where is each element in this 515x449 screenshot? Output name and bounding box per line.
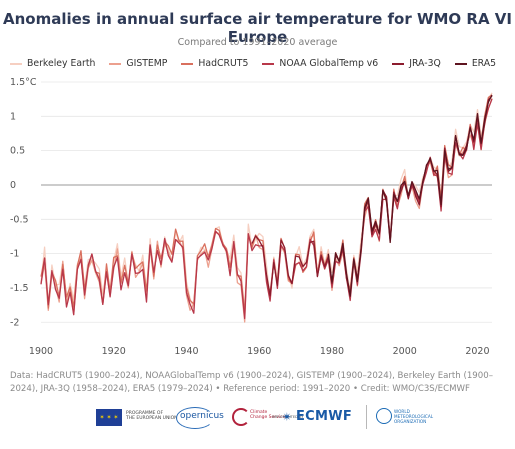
y-tick-label: 0	[10, 180, 16, 191]
legend-label: NOAA GlobalTemp v6	[279, 58, 379, 69]
legend: Berkeley Earth GISTEMP HadCRUT5 NOAA Global…	[10, 58, 496, 69]
y-tick-label: -1.5	[10, 283, 29, 294]
ecmwf-implemented-label: IMPLEMENTED BY	[272, 415, 304, 419]
copernicus-ring-icon	[176, 407, 214, 429]
wmo-globe-icon	[376, 408, 392, 424]
x-tick-label: 1940	[174, 346, 198, 357]
x-tick-label: 2000	[393, 346, 417, 357]
legend-swatch	[392, 62, 405, 65]
chart-title: Anomalies in annual surface air temperat…	[3, 10, 512, 46]
legend-swatch	[454, 62, 467, 65]
x-tick-label: 1960	[247, 346, 271, 357]
legend-swatch	[10, 62, 22, 65]
wmo-label: WORLD METEOROLOGICAL ORGANIZATION	[394, 409, 434, 424]
ecmwf-logo: ECMWF	[296, 409, 353, 424]
legend-label: GISTEMP	[126, 58, 168, 69]
x-tick-label: 2020	[465, 346, 489, 357]
legend-label: ERA5	[471, 58, 497, 69]
y-tick-label: -0.5	[10, 214, 29, 225]
legend-item: HadCRUT5	[181, 58, 248, 69]
legend-label: Berkeley Earth	[27, 58, 96, 69]
legend-item: Berkeley Earth	[10, 58, 95, 69]
x-tick-label: 1980	[320, 346, 344, 357]
c3s-label: Climate Change Service	[250, 410, 286, 420]
legend-label: HadCRUT5	[198, 58, 249, 69]
x-tick-label: 1920	[102, 346, 126, 357]
ecmwf-mark-icon: ✴	[282, 410, 293, 424]
y-tick-label: -1	[10, 249, 19, 260]
chart-subtitle: Compared to 1991–2020 average	[177, 37, 338, 48]
y-tick-label: -2	[10, 317, 19, 328]
y-tick-label: 0.5	[10, 146, 25, 157]
legend-item: ERA5	[454, 58, 497, 69]
y-tick-label: 1.5°C	[10, 77, 37, 88]
series-line	[40, 92, 493, 310]
legend-item: NOAA GlobalTemp v6	[262, 58, 378, 69]
c3s-icon	[232, 408, 250, 426]
eu-flag-icon: ✶ ✶ ✶	[96, 409, 122, 426]
series-line	[327, 94, 493, 297]
legend-swatch	[181, 62, 194, 65]
data-credit: Data: HadCRUT5 (1900–2024), NOAAGlobalTe…	[10, 371, 493, 394]
series-line	[40, 98, 493, 320]
series-line	[251, 95, 493, 297]
legend-item: GISTEMP	[109, 58, 167, 69]
y-tick-label: 1	[10, 111, 16, 122]
legend-label: JRA-3Q	[409, 58, 441, 69]
copernicus-logo: opernicus	[180, 411, 224, 421]
legend-swatch	[262, 62, 275, 65]
legend-item: JRA-3Q	[392, 58, 441, 69]
legend-swatch	[109, 62, 122, 65]
logo-divider	[366, 405, 367, 429]
eu-programme-label: PROGRAMME OF THE EUROPEAN UNION	[126, 411, 178, 421]
x-tick-label: 1900	[29, 346, 53, 357]
logo-strip: ✶ ✶ ✶ PROGRAMME OF THE EUROPEAN UNION ope…	[0, 402, 515, 442]
